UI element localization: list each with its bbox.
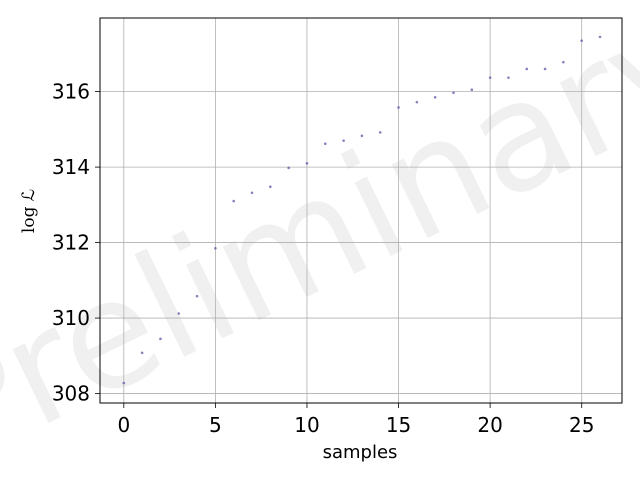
data-point (122, 381, 126, 385)
data-point (360, 134, 364, 138)
x-tick-label: 15 (386, 413, 411, 437)
data-point (543, 67, 547, 71)
data-point (305, 162, 309, 165)
data-point (177, 312, 181, 315)
data-point (378, 131, 382, 134)
data-point (342, 139, 345, 142)
y-axis-label: log ℒ (19, 189, 39, 233)
data-point (397, 106, 400, 109)
data-point (598, 35, 602, 39)
data-point (269, 185, 272, 189)
data-point (580, 39, 584, 42)
data-point (452, 91, 455, 95)
data-point (323, 142, 327, 145)
x-tick-label: 5 (209, 413, 222, 437)
data-points (122, 35, 602, 385)
y-tick-label: 316 (52, 80, 90, 104)
data-point (562, 60, 565, 64)
data-point (488, 76, 492, 79)
data-point (525, 67, 529, 71)
data-point (433, 95, 437, 99)
y-tick-label: 308 (52, 382, 90, 406)
x-tick-label: 0 (117, 413, 130, 437)
y-tick-label: 312 (52, 231, 90, 255)
x-tick-label: 10 (294, 413, 319, 437)
axis-ticks: 0 5 10 15 20 25 308 310 312 314 316 (52, 80, 595, 437)
data-point (287, 166, 290, 170)
data-point (232, 199, 236, 203)
data-point (250, 191, 254, 195)
x-tick-label: 20 (477, 413, 502, 437)
x-axis-label: samples (323, 442, 398, 463)
data-point (415, 100, 419, 104)
y-tick-label: 314 (52, 155, 90, 179)
data-point (470, 88, 474, 92)
data-point (195, 294, 199, 298)
data-point (159, 337, 162, 341)
x-tick-label: 25 (569, 413, 594, 437)
y-tick-label: 310 (52, 306, 90, 330)
data-point (140, 351, 144, 355)
grid (100, 18, 622, 403)
data-point (214, 246, 217, 250)
plot-frame (99, 17, 623, 404)
data-point (507, 76, 510, 79)
